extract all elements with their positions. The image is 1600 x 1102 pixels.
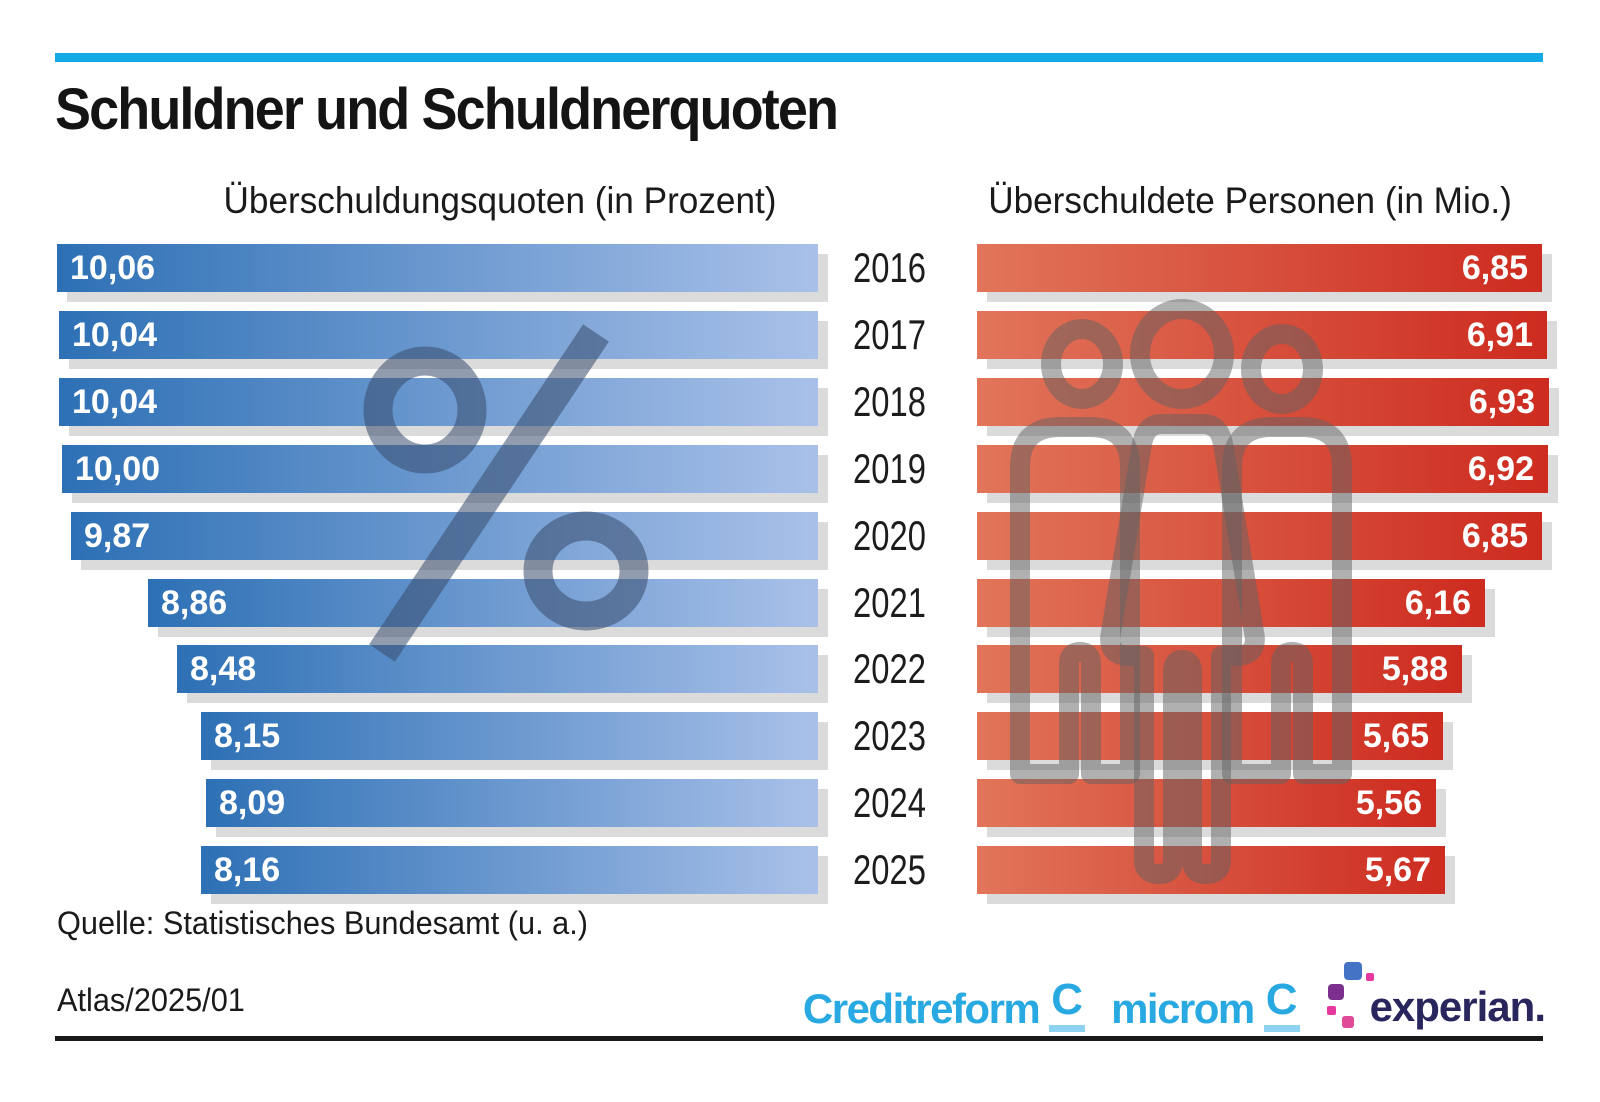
year-label: 2019	[853, 445, 926, 492]
persons-value: 6,85	[1461, 517, 1528, 555]
quota-bar: 9,87	[71, 512, 818, 560]
quota-value: 10,06	[70, 249, 156, 287]
year-label: 2022	[853, 645, 926, 692]
persons-value: 6,85	[1461, 249, 1528, 287]
quota-value: 8,48	[190, 650, 257, 688]
quota-value: 10,00	[75, 450, 161, 488]
experian-wordmark: experian.	[1369, 983, 1546, 1030]
persons-value: 5,67	[1364, 851, 1431, 889]
persons-value: 6,92	[1467, 450, 1534, 488]
edition-note: Atlas/2025/01	[57, 982, 245, 1018]
quota-bar: 10,04	[59, 378, 818, 426]
persons-bar: 6,85	[977, 244, 1542, 292]
year-label: 2025	[853, 846, 926, 893]
quota-bar: 8,86	[148, 579, 818, 627]
quota-value: 8,86	[161, 584, 228, 622]
persons-value: 6,93	[1468, 383, 1535, 421]
year-label: 2016	[853, 244, 926, 291]
year-label: 2017	[853, 311, 926, 358]
quota-bar: 8,15	[201, 712, 818, 760]
quota-bar: 10,04	[59, 311, 818, 359]
left-chart-header: Überschuldungsquoten (in Prozent)	[223, 180, 777, 221]
quota-value: 8,16	[214, 851, 281, 889]
quota-bar: 10,00	[62, 445, 818, 493]
experian-dots-icon	[1326, 962, 1374, 1028]
persons-value: 5,88	[1381, 650, 1448, 688]
microm-c-icon: C	[1263, 978, 1300, 1032]
quota-value: 8,15	[214, 717, 281, 755]
year-label: 2023	[853, 712, 926, 759]
source-note: Quelle: Statistisches Bundesamt (u. a.)	[57, 905, 589, 941]
year-label: 2018	[853, 378, 926, 425]
year-label: 2020	[853, 512, 926, 559]
persons-bar: 6,16	[977, 579, 1485, 627]
year-label: 2021	[853, 579, 926, 626]
persons-value: 5,56	[1355, 784, 1422, 822]
persons-bar: 6,93	[977, 378, 1549, 426]
persons-value: 6,16	[1404, 584, 1471, 622]
persons-value: 6,91	[1466, 316, 1533, 354]
persons-bar: 6,91	[977, 311, 1547, 359]
persons-bar: 5,67	[977, 846, 1445, 894]
quota-value: 10,04	[72, 383, 158, 421]
persons-bar: 5,88	[977, 645, 1462, 693]
top-accent-rule	[55, 53, 1543, 62]
persons-bar: 6,92	[977, 445, 1548, 493]
quota-bar: 10,06	[57, 244, 818, 292]
right-chart-header: Überschuldete Personen (in Mio.)	[988, 180, 1512, 221]
quota-bar: 8,16	[201, 846, 818, 894]
creditreform-logo: Creditreform	[802, 985, 1041, 1032]
experian-logo: experian.	[1326, 960, 1546, 1034]
quota-value: 8,09	[219, 784, 286, 822]
creditreform-c-icon: C	[1049, 978, 1086, 1032]
partner-logos: Creditreform C microm C experian.	[802, 952, 1546, 1034]
quota-bar: 8,48	[177, 645, 818, 693]
year-label: 2024	[853, 779, 926, 826]
persons-value: 5,65	[1362, 717, 1429, 755]
quota-bar: 8,09	[206, 779, 818, 827]
persons-bar: 6,85	[977, 512, 1542, 560]
persons-bar: 5,56	[977, 779, 1436, 827]
footer-rule	[55, 1036, 1543, 1041]
quota-value: 9,87	[84, 517, 151, 555]
microm-logo: microm	[1111, 985, 1255, 1032]
quota-value: 10,04	[72, 316, 158, 354]
persons-bar: 5,65	[977, 712, 1443, 760]
chart-title: Schuldner und Schuldnerquoten	[55, 77, 839, 142]
